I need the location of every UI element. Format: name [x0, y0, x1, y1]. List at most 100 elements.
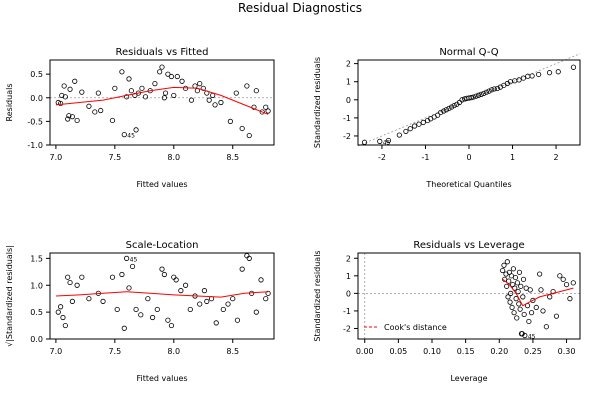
data-point: [86, 296, 92, 302]
data-point: [171, 92, 177, 99]
y-tick-label: -0.5: [27, 117, 43, 126]
data-point: [174, 73, 180, 80]
x-tick-label: 8.0: [167, 347, 180, 356]
data-point: [109, 274, 116, 280]
data-point: [263, 296, 269, 302]
data-point: [361, 139, 368, 145]
data-point: [225, 301, 231, 307]
smooth-line: [502, 278, 574, 307]
data-point: [518, 283, 524, 289]
data-point: [521, 311, 527, 318]
data-point: [481, 90, 487, 97]
data-point: [491, 86, 497, 92]
data-point: [152, 81, 158, 87]
x-tick-label: 0.20: [490, 347, 508, 356]
data-point: [553, 313, 560, 319]
panel-3: Scale-Location 7.0 7.5 8.0 8.5 0.0 0.5 1.0 1.5 Fi…: [5, 240, 275, 383]
y-axis-label: Standardized residuals: [313, 250, 322, 341]
data-point: [527, 287, 533, 293]
data-point: [239, 266, 245, 272]
y-tick-label: -1.0: [27, 141, 43, 150]
data-point: [263, 104, 269, 110]
x-tick-label: -2: [378, 153, 386, 162]
data-point: [58, 304, 64, 310]
data-point: [92, 109, 98, 115]
data-point: [525, 73, 531, 79]
plot-frame: [357, 252, 581, 340]
data-point: [204, 298, 210, 304]
data-point: [201, 288, 208, 294]
data-point: [546, 70, 553, 76]
data-point: [519, 331, 525, 337]
data-point: [197, 301, 203, 307]
y-tick-label: 0.0: [30, 94, 43, 103]
panel-1: Residuals vs Fitted 7.0 7.5 8.0 8.5 -1.0 -0.5 0…: [5, 47, 275, 189]
data-point: [251, 104, 257, 110]
y-tick-label: 1.0: [30, 281, 43, 290]
data-point: [182, 282, 189, 288]
data-point: [119, 271, 125, 278]
data-point: [206, 97, 212, 103]
data-point: [555, 69, 561, 75]
data-point: [560, 276, 566, 282]
data-point: [212, 102, 218, 108]
data-point: [119, 69, 125, 75]
data-point: [563, 281, 570, 288]
data-point: [129, 263, 136, 270]
data-point: [473, 93, 479, 99]
y-axis-label: √|Standardized residuals|: [5, 245, 14, 347]
data-point: [124, 94, 130, 100]
point-annotation: 45: [127, 133, 135, 140]
data-point: [516, 301, 522, 307]
data-point: [538, 287, 544, 293]
data-point: [530, 297, 536, 303]
data-point: [79, 274, 85, 280]
data-point: [67, 279, 73, 286]
data-point: [520, 75, 527, 81]
data-point: [377, 138, 383, 144]
x-tick-label: 0.25: [524, 347, 542, 356]
data-point: [505, 294, 511, 300]
data-point: [72, 78, 78, 84]
data-point: [478, 91, 484, 97]
data-point: [173, 277, 179, 283]
data-point: [501, 262, 507, 268]
data-point: [570, 280, 576, 286]
data-point: [165, 71, 171, 77]
x-tick-label: 0.05: [389, 347, 407, 356]
x-tick-label: 7.5: [108, 347, 121, 356]
data-point: [540, 308, 546, 314]
data-point: [86, 103, 92, 109]
data-point: [265, 108, 271, 114]
x-tick-label: 0.00: [356, 347, 374, 356]
data-point: [65, 116, 71, 122]
data-point: [159, 266, 165, 272]
x-tick-label: 0.30: [558, 347, 576, 356]
data-point: [543, 324, 549, 330]
data-point: [510, 266, 517, 272]
data-point: [567, 296, 573, 302]
data-point: [259, 109, 265, 115]
data-point: [109, 117, 116, 124]
data-point: [188, 97, 195, 103]
data-point: [239, 125, 245, 132]
data-point: [220, 306, 226, 313]
data-point: [514, 315, 520, 321]
data-point: [253, 88, 259, 94]
data-point: [416, 121, 422, 127]
data-point: [161, 271, 167, 278]
data-point: [459, 97, 465, 103]
data-point: [171, 274, 177, 280]
data-point: [168, 73, 175, 80]
y-tick-label: 0.5: [30, 308, 43, 317]
x-tick-label: 7.5: [108, 153, 121, 162]
data-point: [126, 285, 132, 291]
x-tick-label: 2: [554, 153, 559, 162]
x-axis-label: Theoretical Quantiles: [425, 180, 511, 189]
data-point: [512, 274, 519, 281]
data-point: [448, 104, 455, 110]
data-point: [138, 312, 144, 318]
data-point: [522, 332, 528, 339]
data-point: [446, 105, 452, 112]
